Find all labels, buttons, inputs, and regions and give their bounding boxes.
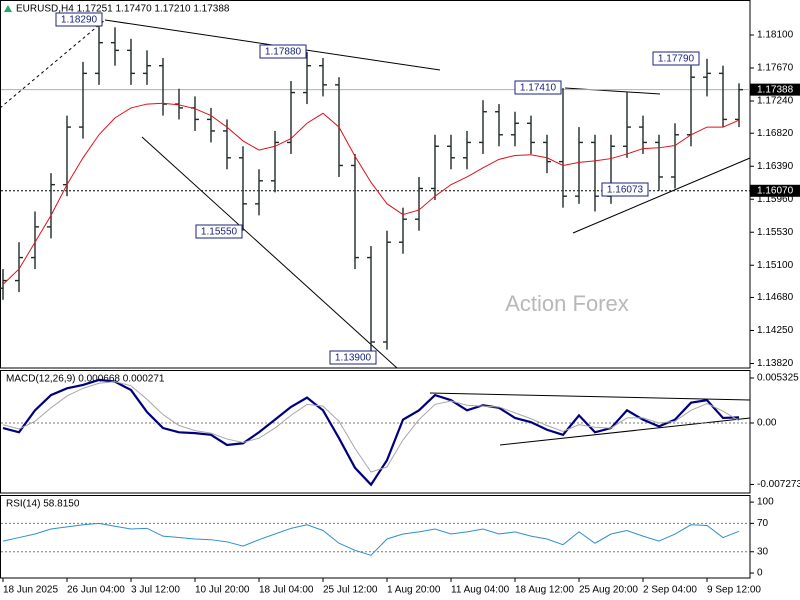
x-tick-label: 26 Jun 04:00 xyxy=(67,585,125,596)
annotation: 1.18290 xyxy=(61,15,98,26)
y-tick-label: 30 xyxy=(757,546,769,557)
x-tick-label: 25 Jul 12:00 xyxy=(323,585,378,596)
y-tick-label: 1.14250 xyxy=(757,325,794,336)
y-tick-label: 0.00 xyxy=(757,418,777,429)
y-tick-label: 1.14680 xyxy=(757,292,794,303)
y-tick-label: 1.16390 xyxy=(757,161,794,172)
moving-average xyxy=(2,102,740,285)
chart-title: EURUSD,H4 1.17251 1.17470 1.17210 1.1738… xyxy=(16,4,230,15)
trend-line xyxy=(572,157,751,234)
x-tick-label: 25 Aug 20:00 xyxy=(579,585,638,596)
price-label: 1.16070 xyxy=(757,185,794,196)
annotation: 1.17790 xyxy=(658,54,695,65)
trend-line xyxy=(499,417,751,446)
x-tick-label: 18 Jun 2025 xyxy=(3,585,58,596)
y-tick-label: 1.15100 xyxy=(757,260,794,271)
x-tick-label: 18 Aug 12:00 xyxy=(515,585,574,596)
price-label: 1.17388 xyxy=(757,84,794,95)
y-tick-label: 1.15960 xyxy=(757,194,794,205)
macd-panel xyxy=(0,370,751,494)
y-tick-label: 1.17670 xyxy=(757,63,794,74)
price-panel xyxy=(0,0,751,369)
y-tick-label: 1.17240 xyxy=(757,96,794,107)
y-tick-label: -0.007273 xyxy=(757,479,800,490)
x-tick-label: 9 Sep 12:00 xyxy=(707,585,761,596)
y-tick-label: 70 xyxy=(757,518,769,529)
price-label-box xyxy=(750,83,800,96)
annotation-box xyxy=(195,224,243,239)
annotation-box xyxy=(601,182,649,197)
annotation: 1.17880 xyxy=(265,47,302,58)
rsi-panel xyxy=(0,495,751,579)
indicator-line xyxy=(2,522,740,556)
trend-line xyxy=(141,136,398,369)
indicator-line xyxy=(2,381,740,473)
annotation-box xyxy=(55,12,103,27)
trend-line xyxy=(429,392,751,401)
y-tick-label: 100 xyxy=(757,497,774,508)
trend-line xyxy=(564,87,661,95)
y-tick-label: 1.18100 xyxy=(757,30,794,41)
rsi-title: RSI(14) 58.8150 xyxy=(6,499,80,510)
x-tick-label: 18 Jul 04:00 xyxy=(259,585,314,596)
annotation-box xyxy=(259,44,307,59)
x-tick-label: 10 Jul 20:00 xyxy=(195,585,250,596)
annotation: 1.17410 xyxy=(520,83,557,94)
y-tick-label: 1.15530 xyxy=(757,227,794,238)
x-tick-label: 11 Aug 04:00 xyxy=(451,585,510,596)
annotation: 1.13900 xyxy=(335,353,372,364)
indicator-line xyxy=(2,378,740,487)
y-tick-label: 0.005325 xyxy=(757,373,799,384)
annotation-box xyxy=(652,51,700,66)
price-label-box xyxy=(750,184,800,197)
trend-line xyxy=(0,19,106,109)
macd-title: MACD(12,26,9) 0.000668 0.000271 xyxy=(6,374,165,385)
x-tick-label: 3 Jul 12:00 xyxy=(131,585,180,596)
symbol-icon xyxy=(4,5,12,12)
annotation-box xyxy=(514,80,562,95)
annotation: 1.15550 xyxy=(201,227,238,238)
x-tick-label: 1 Aug 20:00 xyxy=(387,585,441,596)
watermark: Action Forex xyxy=(505,291,629,316)
annotation: 1.16073 xyxy=(607,185,644,196)
y-tick-label: 1.13820 xyxy=(757,358,794,369)
annotation-box xyxy=(329,350,377,365)
y-tick-label: 1.16820 xyxy=(757,128,794,139)
y-tick-label: 0 xyxy=(757,568,763,579)
x-tick-label: 2 Sep 04:00 xyxy=(643,585,697,596)
